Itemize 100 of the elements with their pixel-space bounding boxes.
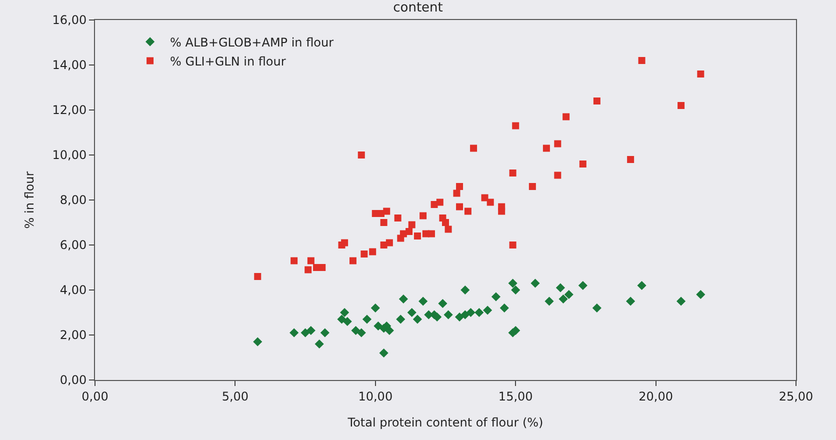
point [554, 140, 562, 148]
point [300, 328, 310, 338]
point [362, 314, 372, 324]
point [290, 328, 299, 338]
point [509, 170, 516, 176]
point [697, 70, 704, 78]
x-axis-title: Total protein content of flour (%) [346, 415, 544, 430]
point [379, 348, 388, 358]
y-tick-label: 12,00 [52, 103, 87, 118]
point [511, 285, 520, 295]
point [498, 208, 506, 215]
point [528, 183, 536, 190]
point [290, 257, 298, 264]
point [564, 290, 574, 300]
legend-label: % ALB+GLOB+AMP in flour [170, 35, 334, 50]
x-tick-label: 5,00 [222, 389, 249, 404]
point [412, 314, 422, 324]
point [438, 298, 448, 308]
point [386, 239, 393, 246]
x-tick-label: 20,00 [638, 389, 673, 404]
point [481, 194, 488, 202]
point [414, 232, 421, 240]
point [406, 228, 413, 235]
chart-title: content [393, 0, 443, 16]
point [374, 321, 383, 331]
point [466, 308, 476, 318]
point [592, 303, 602, 313]
point [396, 314, 406, 324]
x-tick-label: 15,00 [498, 389, 533, 404]
point [460, 310, 470, 320]
point [369, 248, 376, 256]
point [454, 312, 464, 322]
point [626, 296, 636, 306]
point [558, 294, 568, 304]
x-tick-label: 25,00 [778, 389, 814, 404]
point [456, 203, 464, 210]
point [320, 328, 330, 338]
y-tick-label: 16,00 [52, 13, 87, 28]
point [342, 316, 352, 326]
point [483, 306, 492, 315]
point [383, 208, 390, 215]
x-tick-label: 10,00 [358, 389, 393, 404]
point [307, 257, 314, 264]
point [491, 292, 501, 302]
y-axis-title: % in flour [22, 171, 37, 229]
point [384, 326, 394, 336]
point [358, 152, 365, 158]
point [418, 296, 428, 306]
y-tick-label: 8,00 [60, 193, 87, 208]
point [554, 172, 562, 179]
point [512, 122, 520, 130]
point [351, 326, 360, 336]
legend-label: % GLI+GLN in flour [170, 54, 286, 68]
point [637, 280, 646, 290]
point [306, 326, 316, 336]
point [370, 303, 380, 313]
point [349, 257, 356, 264]
point [509, 242, 516, 248]
point [562, 113, 570, 120]
y-tick-label: 10,00 [52, 148, 87, 162]
point [593, 98, 600, 104]
y-tick-label: 0,00 [60, 373, 87, 388]
point [442, 219, 449, 226]
y-tick-label: 4,00 [60, 283, 87, 298]
point [428, 230, 435, 238]
point [304, 266, 312, 274]
point [556, 283, 566, 292]
point [676, 296, 686, 306]
point [444, 310, 453, 320]
point [340, 308, 350, 318]
point [508, 278, 518, 288]
point [408, 221, 416, 228]
point [696, 290, 706, 300]
point [398, 294, 408, 304]
point [530, 278, 540, 288]
y-tick-label: 14,00 [52, 58, 87, 72]
point [486, 198, 494, 206]
y-tick-label: 6,00 [60, 238, 87, 252]
point [453, 190, 460, 197]
point [360, 250, 368, 258]
point [542, 144, 550, 152]
point [678, 102, 685, 109]
point [394, 214, 402, 222]
point [254, 273, 262, 280]
point [627, 156, 634, 163]
point [420, 212, 427, 220]
point [474, 308, 484, 318]
point [544, 296, 554, 306]
point [464, 208, 472, 215]
point [579, 160, 586, 168]
point [314, 339, 324, 349]
point [460, 285, 470, 295]
point [253, 337, 262, 346]
x-tick-label: 0,00 [82, 389, 108, 404]
point [337, 314, 346, 324]
point [638, 57, 646, 64]
point [356, 328, 366, 338]
point [341, 239, 348, 246]
point [436, 198, 444, 206]
point [456, 183, 464, 190]
